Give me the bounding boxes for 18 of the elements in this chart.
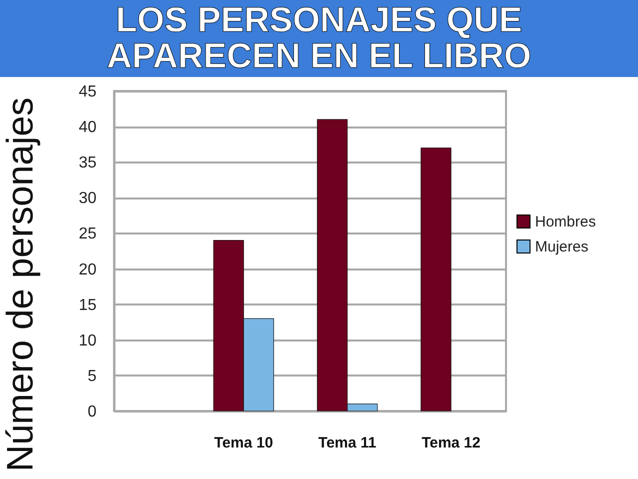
chart-title: LOS PERSONAJES QUE APARECEN EN EL LIBRO [106,0,532,76]
bar [420,148,452,412]
y-tick-label: 0 [88,404,97,420]
y-tick-label: 10 [78,332,97,350]
legend-label: Mujeres [535,238,588,256]
y-tick-label: 45 [78,84,97,100]
x-tick-label: Tema 10 [214,434,274,452]
y-tick-label: 15 [78,296,97,314]
y-tick-label: 25 [78,226,97,243]
y-axis-title: Número de personajes [0,97,41,472]
y-tick-label: 5 [88,368,97,385]
y-tick-label: 40 [78,119,97,136]
y-tick-label: 35 [78,154,97,172]
y-tick-label: 30 [78,190,97,208]
x-tick-label: Tema 12 [422,434,481,452]
x-tick-label: Tema 11 [318,434,376,452]
y-tick-label: 20 [78,261,97,278]
legend-label: Hombres [535,214,596,230]
